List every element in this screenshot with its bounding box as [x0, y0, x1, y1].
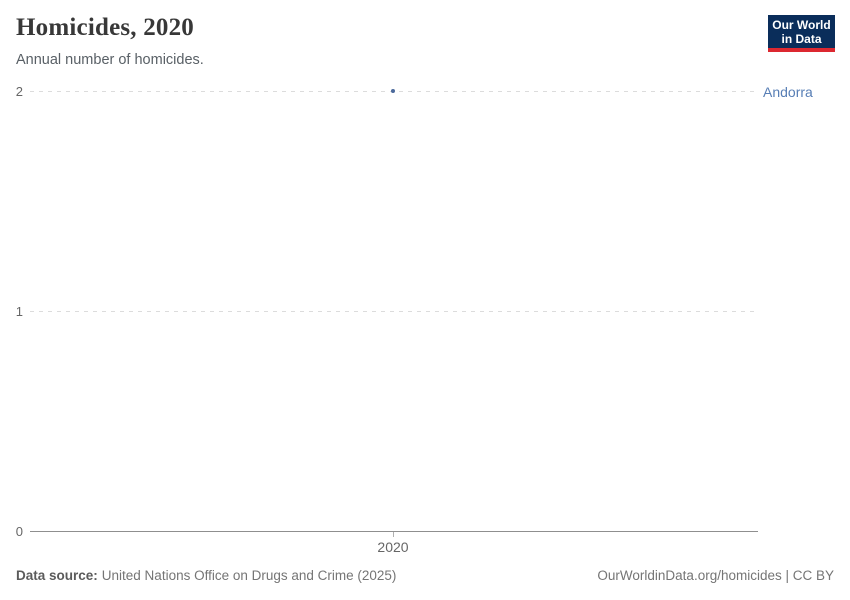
x-axis-line [30, 531, 758, 532]
chart-subtitle: Annual number of homicides. [16, 52, 204, 68]
attribution-link[interactable]: OurWorldinData.org/homicides | CC BY [597, 568, 834, 583]
data-point-andorra-2020[interactable] [391, 89, 395, 93]
data-source-prefix: Data source: [16, 568, 98, 583]
x-axis-tick-label: 2020 [377, 539, 409, 555]
y-axis-tick-1: 1 [15, 304, 23, 319]
owid-logo-line2: in Data [781, 31, 822, 46]
y-axis-tick-0: 0 [15, 524, 23, 539]
data-source-note: Data source: United Nations Office on Dru… [16, 568, 396, 583]
entity-label-andorra[interactable]: Andorra [763, 84, 813, 100]
page-title: Homicides, 2020 [16, 14, 194, 41]
y-axis-tick-2: 2 [15, 84, 23, 99]
x-axis-tick-mark [393, 532, 394, 537]
gridline-y1 [30, 311, 757, 312]
owid-logo-line1: Our World [772, 17, 831, 32]
chart-footer: Data source: United Nations Office on Dru… [16, 568, 834, 583]
owid-logo[interactable]: Our World in Data [768, 15, 835, 52]
data-source-text: United Nations Office on Drugs and Crime… [101, 568, 397, 583]
